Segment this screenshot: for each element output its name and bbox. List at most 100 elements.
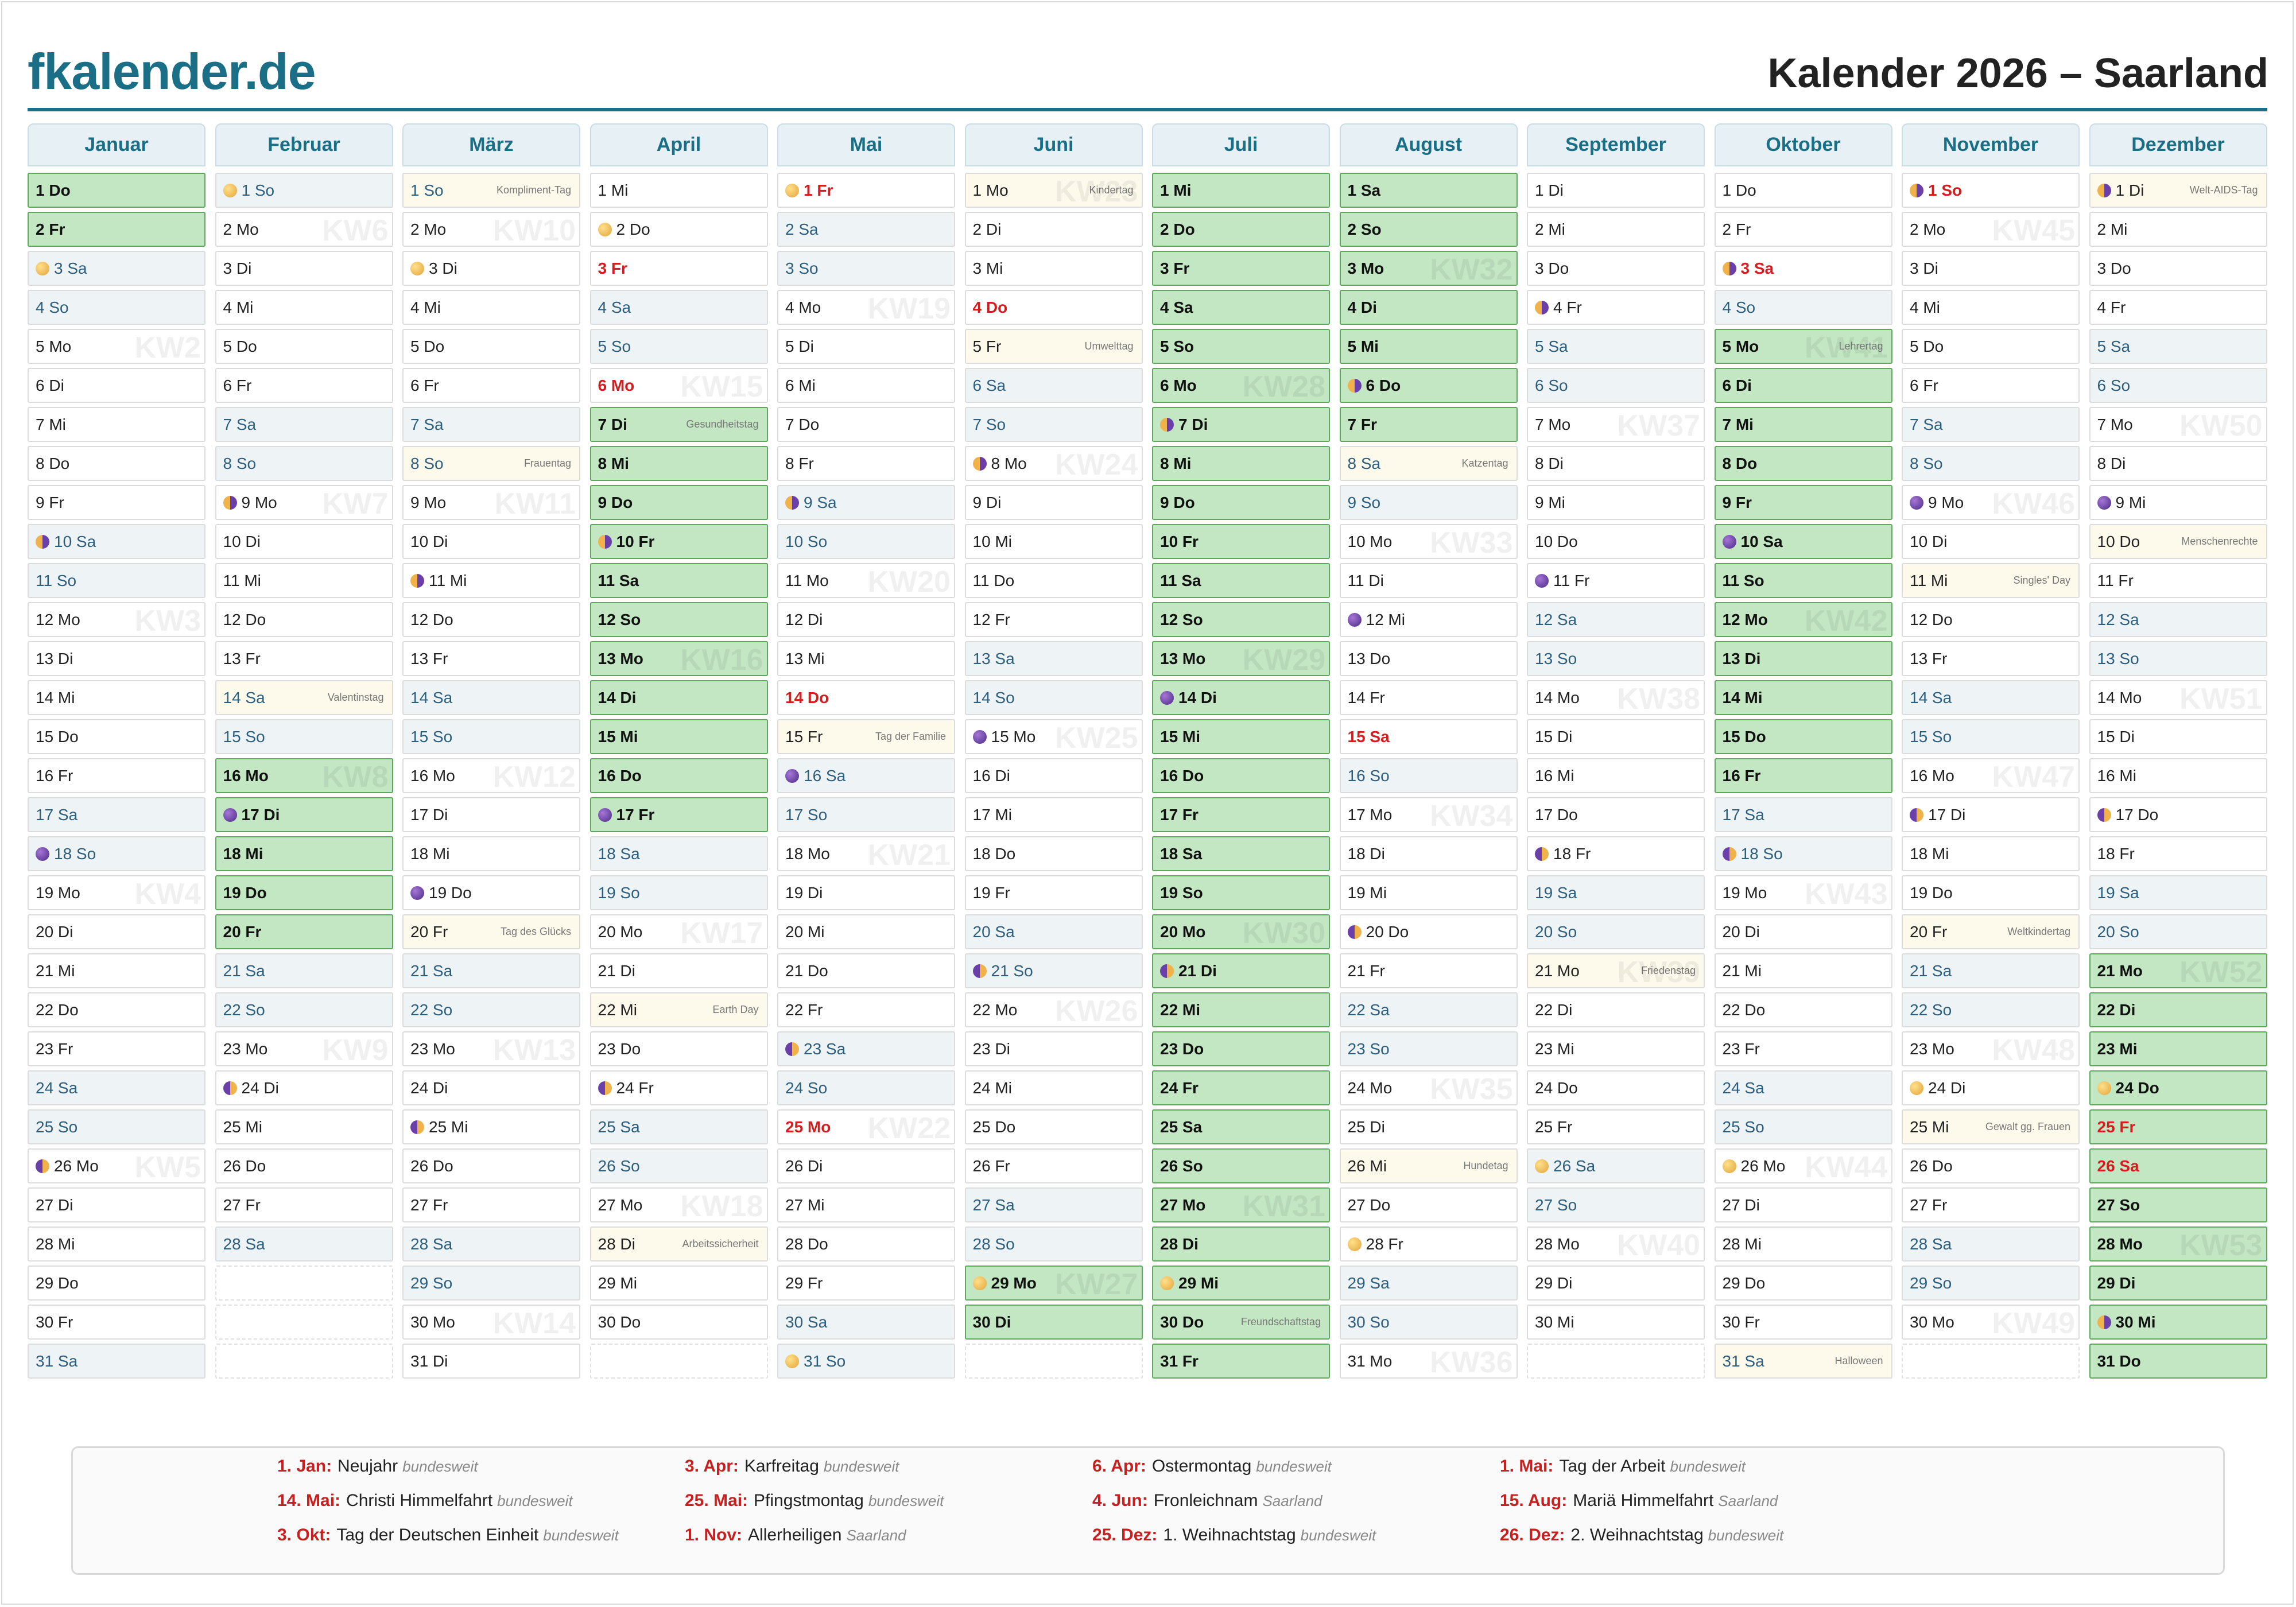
day-cell[interactable]: 14 Sa <box>402 680 580 715</box>
day-cell[interactable]: 22 Do <box>28 992 205 1027</box>
day-cell[interactable]: 16 Do <box>1152 758 1330 793</box>
day-cell[interactable]: 1 Mo Kindertag KW23 <box>964 173 1143 208</box>
day-cell[interactable]: 10 Sa <box>28 524 205 559</box>
day-cell[interactable]: 26 Do <box>215 1148 393 1183</box>
day-cell[interactable]: 30 Sa <box>777 1305 955 1340</box>
day-cell[interactable]: 21 Mo KW52 <box>2089 953 2267 989</box>
day-cell[interactable]: 22 Di <box>1527 992 1705 1027</box>
day-cell[interactable]: 13 So <box>2089 641 2267 676</box>
day-cell[interactable]: 28 Mi <box>28 1226 205 1261</box>
day-cell[interactable]: 8 So <box>1902 446 2080 481</box>
day-cell[interactable]: 16 Fr <box>1714 758 1892 793</box>
day-cell[interactable]: 6 So <box>1527 368 1705 403</box>
day-cell[interactable]: 7 Do <box>777 407 955 442</box>
day-cell[interactable]: 11 Mi <box>402 563 580 598</box>
day-cell[interactable]: 26 Sa <box>2089 1148 2267 1183</box>
day-cell[interactable]: 5 So <box>1152 329 1330 364</box>
day-cell[interactable]: 29 Mo KW27 <box>964 1266 1143 1301</box>
day-cell[interactable]: 4 Do <box>964 290 1143 325</box>
day-cell[interactable]: 9 Fr <box>28 485 205 520</box>
day-cell[interactable]: 19 Do <box>215 875 393 910</box>
day-cell[interactable]: 9 Do <box>589 485 768 520</box>
day-cell[interactable]: 1 Do <box>28 173 205 208</box>
day-cell[interactable]: 3 So <box>777 251 955 286</box>
day-cell[interactable]: 25 So <box>1714 1109 1892 1144</box>
day-cell[interactable]: 17 Di <box>1902 797 2080 832</box>
day-cell[interactable]: 21 Fr <box>1339 953 1518 988</box>
day-cell[interactable]: 8 Mi <box>1152 446 1330 481</box>
day-cell[interactable]: 10 Do <box>1527 524 1705 559</box>
day-cell[interactable]: 17 Fr <box>1152 797 1330 832</box>
day-cell[interactable]: 19 So <box>1152 875 1330 910</box>
day-cell[interactable]: 9 Do <box>1152 485 1330 520</box>
day-cell[interactable]: 15 So <box>215 719 393 754</box>
day-cell[interactable]: 6 Mo KW28 <box>1152 368 1330 403</box>
day-cell[interactable]: 13 Sa <box>964 641 1143 676</box>
day-cell[interactable]: 27 Fr <box>402 1187 580 1222</box>
day-cell[interactable]: 19 Do <box>402 875 580 910</box>
day-cell[interactable]: 13 Di <box>1714 641 1892 676</box>
day-cell[interactable]: 18 Mi <box>402 836 580 871</box>
day-cell[interactable]: 30 Mo KW14 <box>402 1305 580 1340</box>
day-cell[interactable]: 3 Do <box>2089 251 2267 286</box>
day-cell[interactable]: 10 Do Menschenrechte <box>2089 524 2267 559</box>
day-cell[interactable]: 7 Fr <box>1339 407 1518 442</box>
day-cell[interactable]: 21 Do <box>777 953 955 988</box>
day-cell[interactable]: 18 Do <box>964 836 1143 871</box>
day-cell[interactable]: 24 Di <box>215 1070 393 1105</box>
day-cell[interactable]: 20 Fr Weltkindertag <box>1902 914 2080 949</box>
day-cell[interactable]: 16 Do <box>589 758 768 793</box>
day-cell[interactable]: 27 Fr <box>215 1187 393 1222</box>
day-cell[interactable]: 18 So <box>28 836 205 871</box>
day-cell[interactable]: 20 Sa <box>964 914 1143 949</box>
day-cell[interactable]: 1 Mi <box>1152 173 1330 208</box>
day-cell[interactable]: 27 Di <box>28 1187 205 1222</box>
day-cell[interactable]: 19 Do <box>1902 875 2080 910</box>
day-cell[interactable]: 27 Sa <box>964 1187 1143 1222</box>
day-cell[interactable]: 12 Di <box>777 602 955 637</box>
day-cell[interactable]: 10 Di <box>402 524 580 559</box>
day-cell[interactable]: 30 Mo KW49 <box>1902 1305 2080 1340</box>
day-cell[interactable]: 15 Di <box>2089 719 2267 754</box>
day-cell[interactable]: 15 Mi <box>1152 719 1330 754</box>
day-cell[interactable]: 10 Fr <box>589 524 768 559</box>
day-cell[interactable]: 31 So <box>777 1344 955 1379</box>
day-cell[interactable]: 2 Mi <box>2089 212 2267 247</box>
day-cell[interactable]: 5 So <box>589 329 768 364</box>
day-cell[interactable]: 28 Mo KW53 <box>2089 1226 2267 1262</box>
day-cell[interactable]: 21 Sa <box>402 953 580 988</box>
day-cell[interactable]: 24 So <box>777 1070 955 1105</box>
day-cell[interactable]: 7 Di <box>1152 407 1330 442</box>
day-cell[interactable]: 9 Mo KW7 <box>215 485 393 521</box>
day-cell[interactable]: 23 Do <box>589 1031 768 1066</box>
day-cell[interactable]: 20 Mi <box>777 914 955 949</box>
day-cell[interactable]: 23 Di <box>964 1031 1143 1066</box>
day-cell[interactable]: 18 Di <box>1339 836 1518 871</box>
day-cell[interactable]: 17 Sa <box>28 797 205 832</box>
day-cell[interactable]: 24 Sa <box>28 1070 205 1105</box>
day-cell[interactable]: 1 So Kompliment-Tag <box>402 173 580 208</box>
day-cell[interactable]: 5 Sa <box>1527 329 1705 364</box>
day-cell[interactable]: 7 Mi <box>1714 407 1892 442</box>
day-cell[interactable]: 14 Mo KW38 <box>1527 680 1705 716</box>
day-cell[interactable]: 27 Fr <box>1902 1187 2080 1222</box>
day-cell[interactable]: 14 Sa <box>1902 680 2080 715</box>
day-cell[interactable]: 9 Mo KW46 <box>1902 485 2080 521</box>
day-cell[interactable]: 11 Fr <box>2089 563 2267 598</box>
day-cell[interactable]: 29 So <box>402 1266 580 1301</box>
day-cell[interactable]: 28 Sa <box>1902 1226 2080 1261</box>
day-cell[interactable]: 23 Do <box>1152 1031 1330 1066</box>
day-cell[interactable]: 23 Mo KW9 <box>215 1031 393 1067</box>
day-cell[interactable]: 19 Mi <box>1339 875 1518 910</box>
day-cell[interactable]: 29 Mi <box>1152 1266 1330 1301</box>
day-cell[interactable]: 25 Do <box>964 1109 1143 1144</box>
day-cell[interactable]: 22 Mi Earth Day <box>589 992 768 1027</box>
day-cell[interactable]: 11 Mi <box>215 563 393 598</box>
day-cell[interactable]: 15 So <box>402 719 580 754</box>
day-cell[interactable]: 31 Do <box>2089 1344 2267 1379</box>
day-cell[interactable]: 27 So <box>1527 1187 1705 1222</box>
day-cell[interactable]: 20 Fr <box>215 914 393 949</box>
day-cell[interactable]: 15 Mo KW25 <box>964 719 1143 755</box>
day-cell[interactable]: 31 Sa Halloween <box>1714 1344 1892 1379</box>
day-cell[interactable]: 21 Mo Friedenstag KW39 <box>1527 953 1705 989</box>
